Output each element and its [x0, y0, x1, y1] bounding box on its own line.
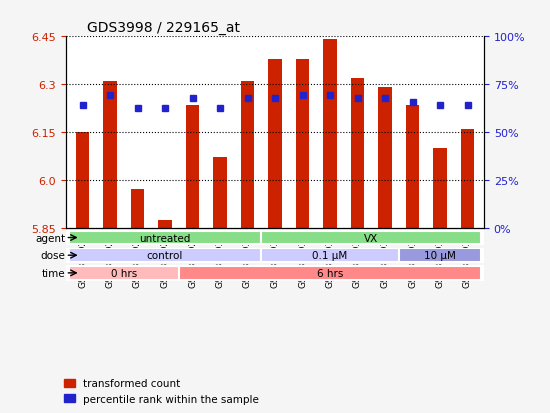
Text: GDS3998 / 229165_at: GDS3998 / 229165_at: [87, 21, 240, 35]
Bar: [241, 82, 254, 228]
Bar: [406, 106, 419, 228]
Text: dose: dose: [41, 251, 65, 261]
Text: time: time: [42, 268, 65, 278]
Text: 10 μM: 10 μM: [424, 251, 456, 261]
Bar: [378, 88, 392, 228]
FancyBboxPatch shape: [179, 266, 481, 280]
FancyBboxPatch shape: [261, 249, 399, 262]
FancyBboxPatch shape: [399, 249, 481, 262]
Bar: [76, 133, 89, 228]
Bar: [103, 82, 117, 228]
Bar: [186, 106, 199, 228]
Text: control: control: [147, 251, 183, 261]
Bar: [351, 78, 364, 228]
Bar: [213, 158, 227, 228]
Bar: [131, 190, 144, 228]
FancyBboxPatch shape: [69, 249, 261, 262]
Text: VX: VX: [364, 233, 378, 243]
Text: 6 hrs: 6 hrs: [317, 268, 343, 278]
Bar: [268, 59, 282, 228]
FancyBboxPatch shape: [69, 266, 179, 280]
Text: untreated: untreated: [139, 233, 191, 243]
Bar: [433, 148, 447, 228]
Bar: [158, 220, 172, 228]
Bar: [461, 129, 474, 228]
Bar: [296, 59, 309, 228]
Bar: [323, 40, 337, 228]
Text: 0.1 μM: 0.1 μM: [312, 251, 348, 261]
Text: agent: agent: [35, 233, 65, 243]
Legend: transformed count, percentile rank within the sample: transformed count, percentile rank withi…: [60, 374, 263, 408]
Text: 0 hrs: 0 hrs: [111, 268, 137, 278]
FancyBboxPatch shape: [261, 231, 481, 245]
FancyBboxPatch shape: [69, 231, 261, 245]
